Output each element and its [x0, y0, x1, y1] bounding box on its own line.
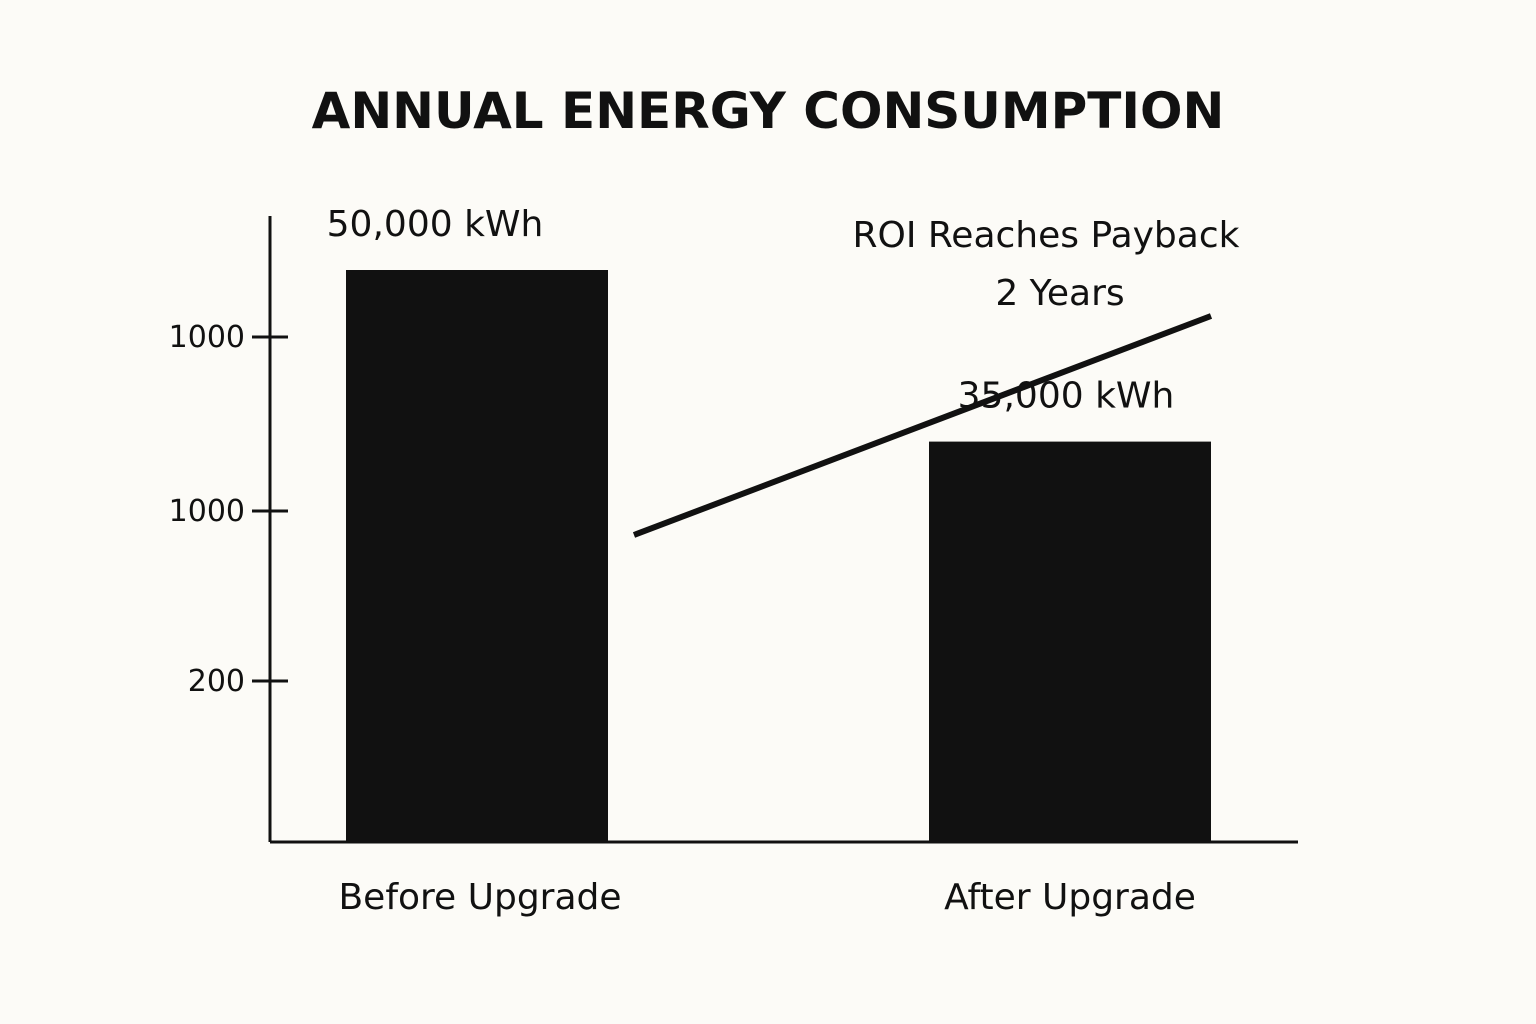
- chart-title: ANNUAL ENERGY CONSUMPTION: [312, 82, 1225, 140]
- annotation-roi-line1: ROI Reaches Payback: [853, 215, 1240, 256]
- roi-trend-line: [632, 313, 1213, 538]
- data-label-after-upgrade: 35,000 kWh: [958, 376, 1175, 417]
- y-tick-label: 1000: [169, 320, 245, 355]
- x-category-label-before: Before Upgrade: [338, 877, 621, 918]
- y-tick-label: 1000: [169, 494, 245, 529]
- x-category-label-after: After Upgrade: [944, 877, 1196, 918]
- y-tick-label: 200: [188, 664, 245, 699]
- annotation-roi-line2: 2 Years: [995, 273, 1124, 314]
- bar-after-upgrade: [929, 441, 1211, 842]
- bar-before-upgrade: [346, 270, 608, 842]
- data-label-before-upgrade: 50,000 kWh: [327, 204, 544, 245]
